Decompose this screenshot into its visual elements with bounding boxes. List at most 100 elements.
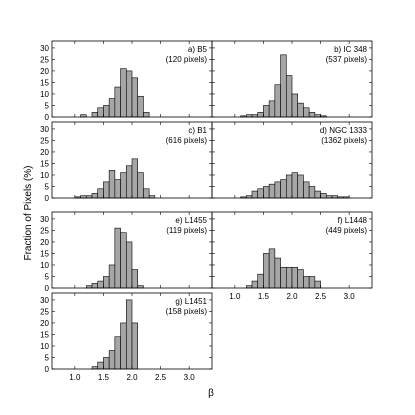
panel-title: d) NGC 1333 xyxy=(320,126,368,135)
histogram-bar xyxy=(97,107,104,118)
histogram-bar xyxy=(251,280,259,289)
histogram-bar xyxy=(103,105,110,118)
histogram-bar xyxy=(114,336,121,370)
histogram-bar xyxy=(308,186,316,199)
histogram-bar xyxy=(91,283,99,289)
histogram-bar xyxy=(291,93,299,118)
histogram-bar xyxy=(308,276,316,289)
histogram-bar xyxy=(125,165,133,199)
y-tick-label: 10 xyxy=(40,171,49,180)
histogram-bar xyxy=(268,183,276,199)
histogram-bar xyxy=(285,266,293,289)
y-tick-label: 5 xyxy=(45,101,50,110)
histogram-bar xyxy=(108,98,116,118)
panel-pixel-count: (537 pixels) xyxy=(326,55,368,64)
panel-7: 0 5 10 15 20 25 30 1.0 1.5 2.0 2.5 3.0 g) L1451(158 … xyxy=(40,292,213,382)
y-tick-label: 20 xyxy=(40,148,49,157)
panel-title: e) L1455 xyxy=(175,216,207,225)
y-tick-label: 10 xyxy=(40,90,49,99)
histogram-bar xyxy=(303,181,310,199)
x-axis-title: β xyxy=(208,388,214,399)
histogram-bar xyxy=(125,299,133,370)
x-tick-label: 2.5 xyxy=(315,292,327,301)
histogram-bar xyxy=(91,193,99,199)
y-tick-label: 15 xyxy=(40,78,49,87)
x-tick-label: 1.5 xyxy=(98,373,110,382)
histogram-bar xyxy=(131,158,139,199)
histogram-bar xyxy=(108,264,116,289)
panel-pixel-count: (616 pixels) xyxy=(166,136,208,145)
y-tick-label: 20 xyxy=(40,238,49,247)
panel-3: 0 5 10 15 20 25 30 c) B1(616 pixels) xyxy=(40,121,213,203)
histogram-bar xyxy=(257,112,264,118)
histogram-bar xyxy=(285,75,293,118)
panel-pixel-count: (158 pixels) xyxy=(166,307,208,316)
y-axis-title: Fraction of Pixels (%) xyxy=(23,165,34,260)
panel-pixel-count: (449 pixels) xyxy=(326,226,368,235)
y-tick-label: 5 xyxy=(45,272,50,281)
histogram-bar xyxy=(263,253,270,289)
histogram-bar xyxy=(108,170,116,199)
histogram-bar xyxy=(131,322,139,370)
panel-title: f) L1448 xyxy=(338,216,368,225)
histogram-bar xyxy=(120,232,127,289)
histogram-bar xyxy=(143,112,150,118)
histogram-bar xyxy=(137,172,144,199)
y-tick-label: 15 xyxy=(40,249,49,258)
histogram-bar xyxy=(320,193,327,199)
histogram-bar xyxy=(108,350,116,370)
histogram-bar xyxy=(97,280,104,289)
histogram-bar xyxy=(314,280,321,289)
panel-title: g) L1451 xyxy=(175,297,207,306)
y-tick-label: 20 xyxy=(40,319,49,328)
x-tick-label: 3.0 xyxy=(184,373,196,382)
histogram-bar xyxy=(263,186,270,199)
histogram-bar xyxy=(125,241,133,289)
panel-5: 0 5 10 15 20 25 30 e) L1455(119 pixels) xyxy=(40,211,213,293)
histogram-bar xyxy=(120,172,127,199)
panel-title: b) IC 348 xyxy=(334,45,367,54)
y-tick-label: 0 xyxy=(45,365,50,374)
histogram-bar xyxy=(314,190,321,199)
histogram-bar xyxy=(274,257,281,289)
histogram-bar xyxy=(103,276,110,289)
x-tick-label: 2.5 xyxy=(155,373,167,382)
y-tick-label: 30 xyxy=(40,125,49,134)
histogram-bar xyxy=(285,174,293,199)
y-tick-label: 0 xyxy=(45,284,50,293)
histogram-bar xyxy=(297,102,304,118)
x-tick-label: 1.5 xyxy=(258,292,270,301)
histogram-bar xyxy=(114,179,121,199)
y-tick-label: 30 xyxy=(40,296,49,305)
y-tick-label: 5 xyxy=(45,182,50,191)
histogram-bar xyxy=(303,276,310,289)
panel-6: 1.0 1.5 2.0 2.5 3.0 f) L1448(449 pixels) xyxy=(211,211,373,301)
histogram-bar xyxy=(120,322,127,370)
x-tick-label: 1.0 xyxy=(229,292,241,301)
panel-title: a) B5 xyxy=(188,45,208,54)
x-tick-label: 2.0 xyxy=(286,292,298,301)
x-tick-label: 2.0 xyxy=(126,373,138,382)
panel-2: b) IC 348(537 pixels) xyxy=(211,40,373,118)
y-tick-label: 25 xyxy=(40,226,49,235)
histogram-bar xyxy=(280,54,287,118)
y-tick-label: 25 xyxy=(40,136,49,145)
histogram-bar xyxy=(120,68,127,118)
histogram-bar xyxy=(257,188,264,199)
histogram-bar xyxy=(303,107,310,118)
histogram-bar xyxy=(143,188,150,199)
histogram-bar xyxy=(280,266,287,289)
histogram-bar xyxy=(297,269,304,289)
histogram-bar xyxy=(268,100,276,118)
x-tick-label: 1.0 xyxy=(69,373,81,382)
y-tick-label: 10 xyxy=(40,261,49,270)
histogram-bar xyxy=(125,70,133,118)
y-tick-label: 25 xyxy=(40,55,49,64)
histogram-bar xyxy=(257,273,264,289)
histogram-bar xyxy=(308,112,316,118)
y-tick-label: 10 xyxy=(40,342,49,351)
panel-4: d) NGC 1333(1362 pixels) xyxy=(211,121,373,199)
histogram-bar xyxy=(97,188,104,199)
